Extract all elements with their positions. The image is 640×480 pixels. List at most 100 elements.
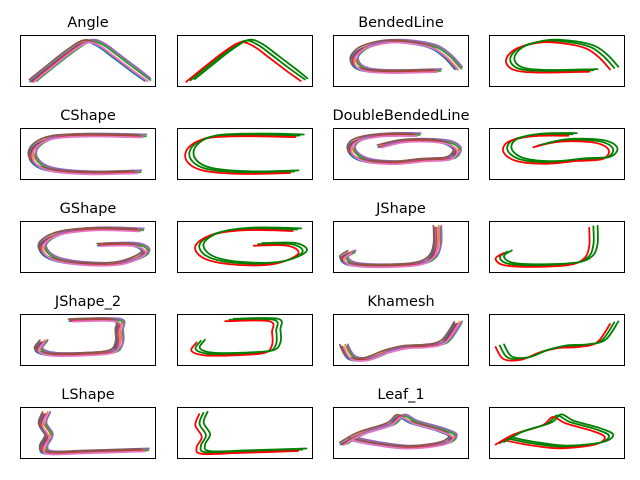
panel-12 [489,221,625,273]
series-line-6 [349,38,456,72]
series-line-6 [339,224,435,266]
series-line-3 [202,226,308,264]
panel-18 [177,407,313,459]
panel-frame [20,35,156,87]
panel-frame [177,407,313,459]
panel-frame [20,221,156,273]
series-line-2 [494,323,611,362]
series-line-3 [202,410,308,453]
series-line-4 [40,413,145,455]
panel-frame [20,314,156,366]
series-line-6 [33,317,118,355]
series-line-2 [190,319,275,357]
series-line-6 [339,320,456,360]
panel-frame [489,314,625,366]
series-line-5 [346,413,458,447]
series-line-3 [510,132,619,163]
panel-20 [489,407,625,459]
panel-17: LShape [20,387,156,459]
series-line-1 [194,318,279,356]
series-line-2 [494,226,591,268]
series-line-1 [189,39,306,82]
panel-19: Leaf_1 [333,387,469,459]
panel-frame [177,221,313,273]
series-line-2 [33,39,150,81]
panel-frame [177,35,313,87]
panel-title: GShape [60,201,117,217]
series-line-7 [32,41,149,84]
panel-1: Angle [20,15,156,87]
panel-title: JShape [375,201,426,217]
series-line-3 [35,40,152,82]
panel-frame [177,314,313,366]
panel-9: GShape [20,201,156,273]
panel-frame [489,128,625,180]
series-line-6 [346,132,455,163]
panel-15: Khamesh [333,294,469,366]
series-line-2 [42,411,148,453]
series-line-1 [188,133,301,174]
series-line-7 [342,323,460,362]
panel-4 [489,35,625,87]
panel-3: BendedLine [333,15,469,87]
panel-frame [489,35,625,87]
series-line-3 [44,412,150,455]
series-line-1 [38,413,143,455]
series-line-7 [353,41,460,74]
series-line-7 [342,416,454,450]
series-line-1 [198,411,304,454]
panel-13: JShape_2 [20,294,156,366]
panel-title: Khamesh [367,294,434,310]
series-line-7 [350,135,459,165]
series-line-3 [503,224,599,266]
series-line-3 [513,38,620,71]
series-line-5 [45,410,150,453]
series-line-2 [194,229,300,267]
panel-title: JShape_2 [54,294,121,310]
series-line-2 [185,41,302,83]
panel-title: Leaf_1 [377,387,424,403]
panel-16 [489,314,625,366]
series-line-7 [342,227,439,269]
panel-frame [333,221,469,273]
panel-frame [333,314,469,366]
panel-title: CShape [60,108,116,124]
panel-title: LShape [61,387,115,403]
panel-title: Angle [67,15,108,31]
panel-frame [333,407,469,459]
panel-frame [333,128,469,180]
panel-frame [333,35,469,87]
series-line-7 [31,135,144,176]
panel-frame [177,128,313,180]
panel-6 [177,128,313,180]
panel-7: DoubleBendedLine [333,108,470,180]
panel-frame [20,128,156,180]
series-line-7 [41,229,147,267]
panel-8 [489,128,625,180]
panel-2 [177,35,313,87]
series-line-3 [503,413,615,447]
series-line-7 [37,319,122,357]
panel-frame [489,407,625,459]
series-line-2 [502,134,610,165]
series-line-7 [41,413,147,456]
panel-10 [177,221,313,273]
series-line-1 [498,321,616,361]
series-line-2 [194,413,299,455]
series-line-6 [27,133,140,173]
series-line-6 [37,411,143,453]
panel-frame [20,407,156,459]
series-line-2 [38,317,123,355]
panel-title: BendedLine [358,15,444,31]
panel-frame [489,221,625,273]
series-line-3 [198,317,283,355]
series-line-1 [498,225,595,267]
series-line-3 [192,132,305,173]
series-line-3 [503,320,620,359]
panel-5: CShape [20,108,156,180]
panel-title: DoubleBendedLine [333,108,470,124]
panel-14 [177,314,313,366]
series-line-5 [41,317,126,354]
series-line-3 [193,38,309,81]
